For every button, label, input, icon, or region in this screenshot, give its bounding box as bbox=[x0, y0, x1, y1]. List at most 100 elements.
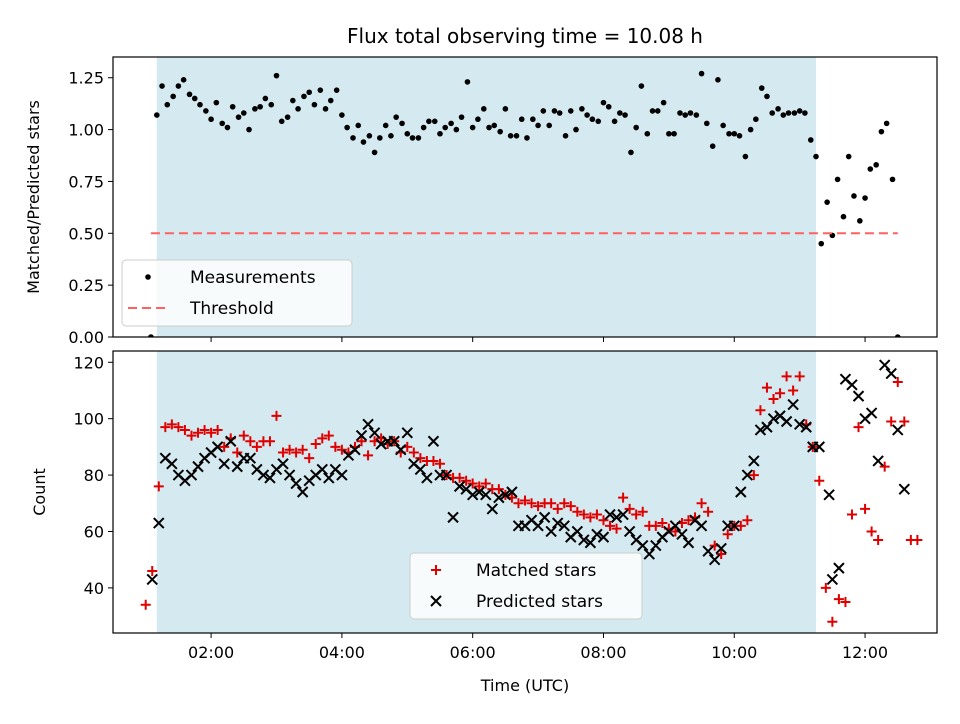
matched-star-point bbox=[304, 453, 315, 464]
measurement-point bbox=[698, 70, 705, 77]
matched-star-point bbox=[853, 422, 864, 433]
matched-star-point bbox=[533, 501, 544, 512]
measurement-point bbox=[224, 124, 231, 131]
measurement-point bbox=[693, 112, 700, 118]
measurement-point bbox=[573, 126, 579, 133]
predicted-star-point bbox=[506, 486, 518, 498]
predicted-star-point bbox=[538, 511, 551, 524]
measurement-point bbox=[322, 106, 329, 112]
measurement-point bbox=[530, 116, 536, 123]
measurement-point bbox=[857, 218, 863, 224]
predicted-star-point bbox=[440, 469, 453, 481]
predicted-star-point bbox=[264, 472, 276, 484]
measurement-point bbox=[333, 87, 340, 93]
measurement-point bbox=[339, 112, 345, 118]
matched-star-point bbox=[336, 444, 347, 455]
predicted-star-point bbox=[244, 452, 257, 464]
predicted-star-point bbox=[676, 528, 688, 541]
measurement-point bbox=[213, 99, 220, 106]
matched-star-point bbox=[271, 410, 282, 421]
predicted-star-point bbox=[604, 508, 616, 521]
matched-star-point bbox=[493, 484, 504, 495]
predicted-star-point bbox=[453, 480, 466, 493]
predicted-star-point bbox=[257, 469, 270, 481]
measurement-point bbox=[654, 108, 661, 114]
y-tick-label: 1.00 bbox=[68, 121, 104, 140]
measurement-point bbox=[513, 133, 520, 139]
predicted-star-point bbox=[735, 486, 747, 498]
matched-star-point bbox=[585, 512, 596, 523]
measurement-point bbox=[191, 95, 198, 102]
y-axis-label: Matched/Predicted stars bbox=[24, 100, 43, 294]
predicted-star-point bbox=[192, 460, 204, 473]
y-tick-label: 60 bbox=[84, 522, 104, 541]
measurement-point bbox=[355, 122, 362, 129]
measurement-point bbox=[753, 116, 759, 123]
matched-star-point bbox=[794, 371, 805, 382]
predicted-star-point bbox=[421, 472, 433, 484]
matched-star-point bbox=[317, 433, 328, 444]
predicted-star-point bbox=[368, 427, 381, 439]
measurement-point bbox=[273, 72, 280, 79]
y-tick-label: 0.75 bbox=[68, 172, 104, 191]
predicted-star-point bbox=[493, 491, 505, 504]
legend-label: Threshold bbox=[189, 299, 274, 319]
measurement-point bbox=[840, 213, 847, 220]
measurement-point bbox=[458, 114, 465, 120]
data-layer bbox=[148, 70, 901, 337]
predicted-star-point bbox=[551, 517, 564, 529]
measurement-point bbox=[415, 135, 422, 141]
measurement-point bbox=[453, 126, 460, 133]
legend-label: Measurements bbox=[190, 268, 316, 288]
measurement-point bbox=[366, 133, 373, 139]
predicted-star-point bbox=[715, 542, 727, 555]
predicted-star-point bbox=[892, 424, 904, 436]
predicted-star-point bbox=[682, 537, 695, 549]
matched-star-point bbox=[755, 405, 766, 416]
predicted-star-point bbox=[650, 539, 662, 552]
measurement-point bbox=[442, 124, 449, 131]
predicted-star-point bbox=[558, 520, 570, 532]
predicted-star-point bbox=[617, 508, 629, 521]
measurement-point bbox=[551, 108, 558, 114]
measurement-point bbox=[240, 110, 247, 116]
predicted-star-point bbox=[225, 435, 237, 447]
measurement-point bbox=[720, 122, 726, 129]
measurement-point bbox=[747, 126, 754, 133]
y-tick-label: 0.25 bbox=[68, 276, 104, 295]
measurement-point bbox=[219, 120, 226, 127]
measurement-point bbox=[154, 112, 160, 118]
matched-star-point bbox=[206, 427, 217, 438]
matched-star-point bbox=[775, 388, 786, 399]
measurement-point bbox=[682, 112, 689, 118]
x-tick-label: 04:00 bbox=[319, 643, 365, 662]
measurement-point bbox=[791, 110, 798, 116]
measurement-point bbox=[562, 133, 569, 139]
measurement-point bbox=[595, 118, 602, 125]
predicted-star-point bbox=[427, 435, 440, 447]
matched-star-point bbox=[879, 461, 890, 472]
measurement-point bbox=[344, 124, 350, 131]
matched-star-point bbox=[310, 439, 321, 450]
matched-star-point bbox=[356, 436, 367, 447]
measurement-point bbox=[486, 124, 492, 131]
matched-star-point bbox=[461, 475, 472, 486]
measurement-point bbox=[633, 124, 639, 131]
predicted-star-point bbox=[591, 528, 603, 541]
measurement-point bbox=[229, 103, 236, 110]
matched-star-point bbox=[546, 498, 557, 509]
measurement-point bbox=[617, 110, 623, 116]
measurement-point bbox=[660, 99, 667, 106]
predicted-star-point bbox=[728, 520, 740, 532]
measurement-point bbox=[409, 135, 416, 141]
predicted-star-point bbox=[878, 359, 891, 371]
matched-star-point bbox=[735, 520, 746, 531]
measurement-point bbox=[731, 130, 738, 137]
legend-box bbox=[409, 552, 643, 620]
predicted-star-point bbox=[166, 458, 178, 470]
measurement-point bbox=[502, 106, 509, 112]
measurement-point bbox=[208, 116, 214, 123]
measurement-point bbox=[704, 120, 710, 127]
matched-star-point bbox=[572, 506, 583, 517]
matched-star-point bbox=[238, 430, 249, 441]
